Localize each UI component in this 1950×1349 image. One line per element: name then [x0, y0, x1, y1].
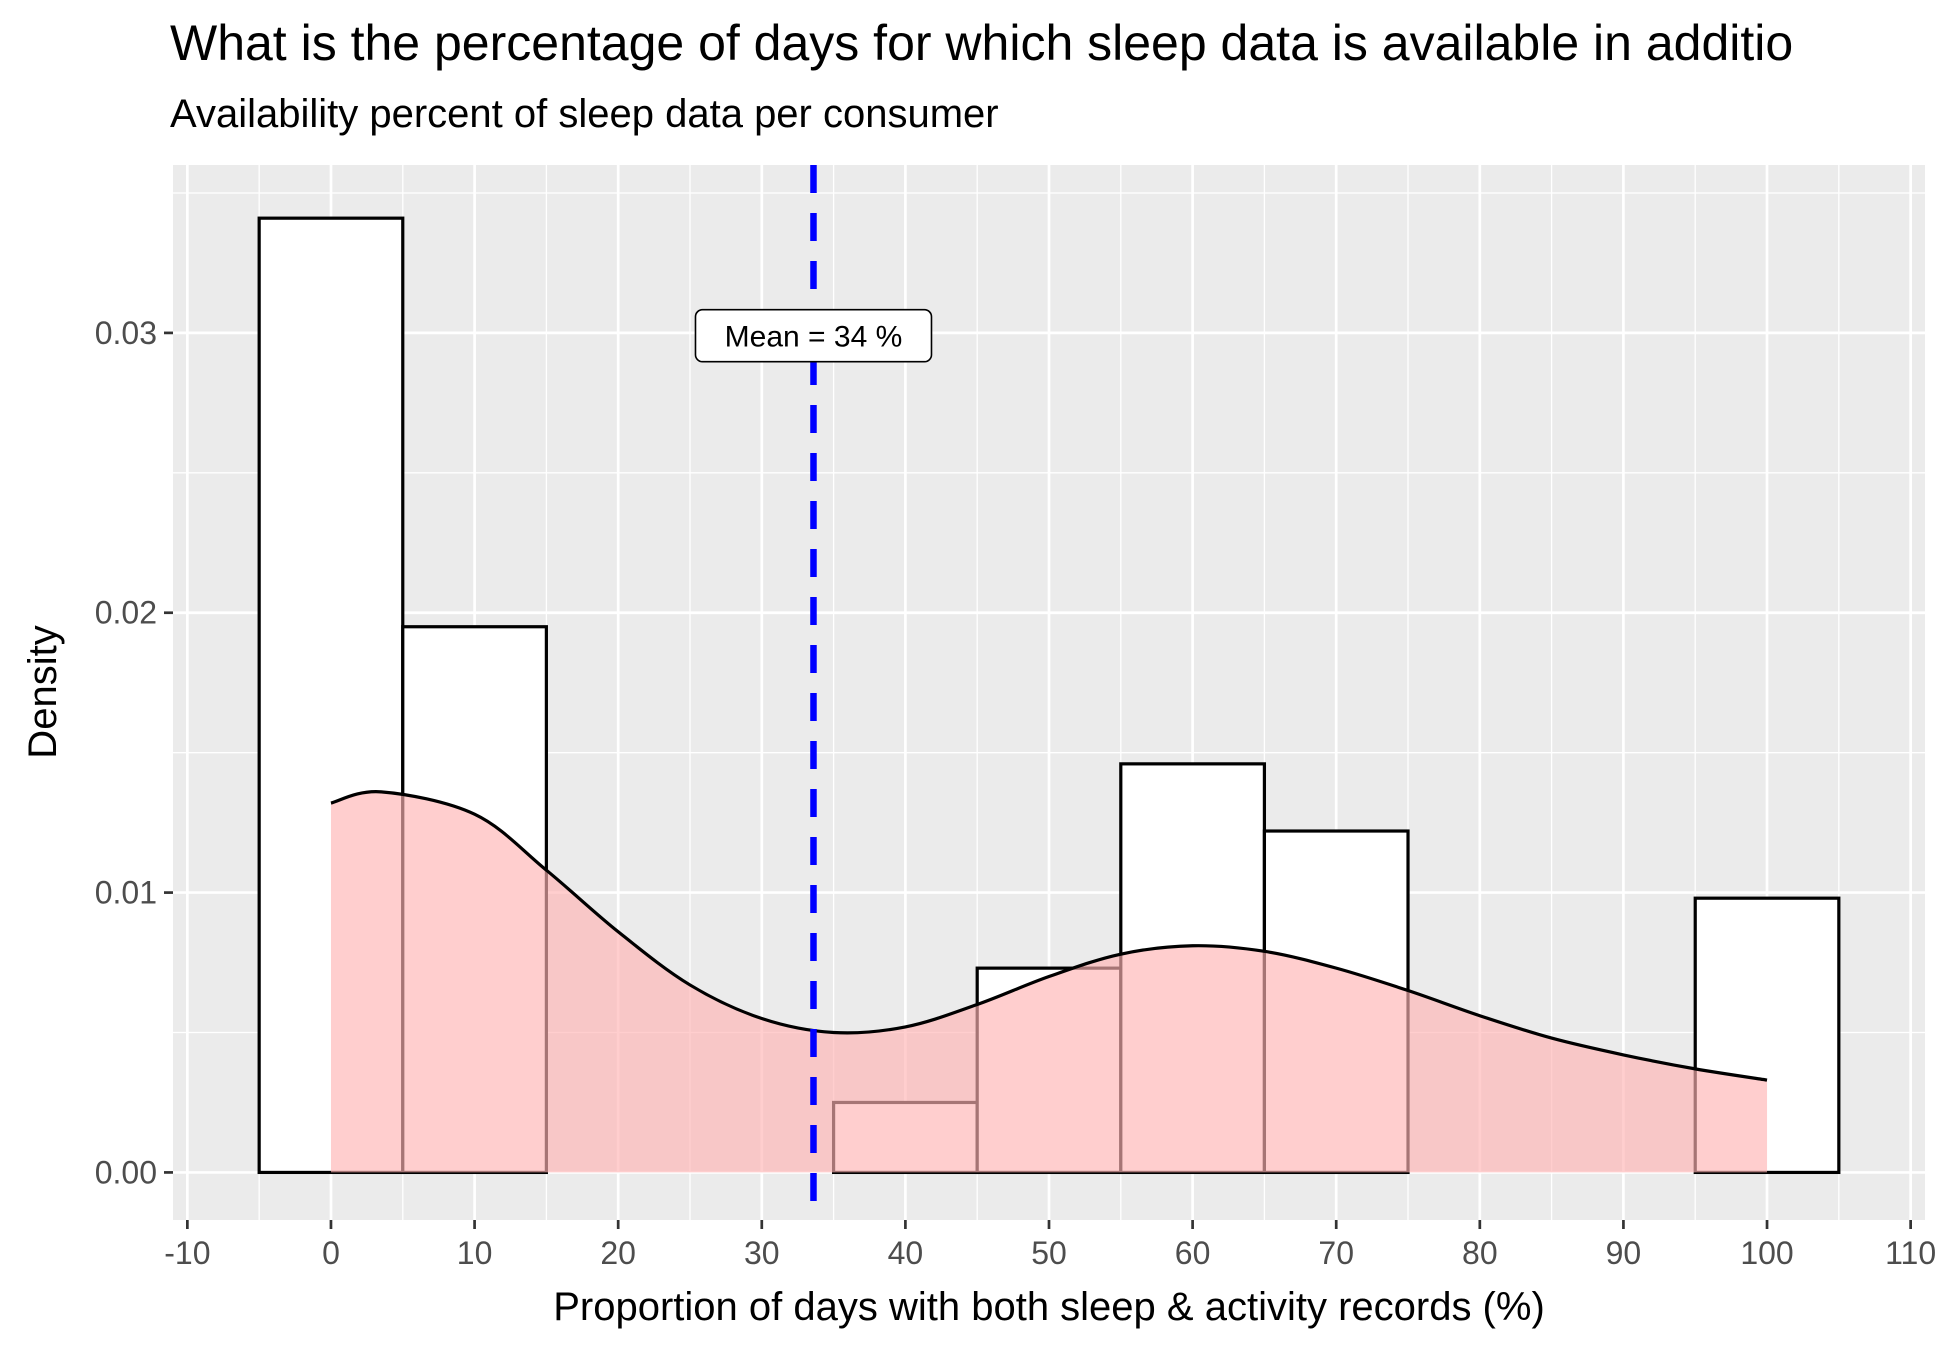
y-tick-label: 0.02 — [95, 595, 157, 631]
x-tick-label: 60 — [1175, 1235, 1211, 1271]
mean-label: Mean = 34 % — [725, 321, 903, 354]
x-tick-label: 90 — [1606, 1235, 1642, 1271]
x-axis-title: Proportion of days with both sleep & act… — [553, 1285, 1545, 1329]
density-layer — [330, 790, 1768, 1173]
y-axis: 0.00 0.01 0.02 0.03 — [95, 315, 173, 1190]
y-tick-label: 0.00 — [95, 1154, 157, 1190]
x-tick-label: 0 — [322, 1235, 340, 1271]
x-tick-label: -10 — [164, 1235, 210, 1271]
chart-subtitle: Availability percent of sleep data per c… — [170, 92, 999, 136]
x-tick-label: 50 — [1031, 1235, 1067, 1271]
x-tick-label: 30 — [744, 1235, 780, 1271]
density-area — [330, 791, 1768, 1173]
chart-title: What is the percentage of days for which… — [170, 15, 1794, 71]
y-tick-label: 0.03 — [95, 315, 157, 351]
y-tick-label: 0.01 — [95, 875, 157, 911]
y-axis-title: Density — [21, 625, 65, 758]
x-tick-label: 20 — [600, 1235, 636, 1271]
mean-label-box — [694, 308, 933, 363]
density-curve — [330, 790, 1768, 1082]
x-axis: -10 0 10 20 30 40 50 60 70 80 90 100 110 — [164, 1220, 1936, 1271]
x-tick-label: 110 — [1885, 1235, 1936, 1271]
x-tick-label: 80 — [1462, 1235, 1498, 1271]
x-tick-label: 40 — [888, 1235, 924, 1271]
x-tick-label: 70 — [1318, 1235, 1354, 1271]
mean-layer: Mean = 34 % — [694, 165, 933, 1220]
x-tick-label: 10 — [457, 1235, 493, 1271]
x-tick-label: 100 — [1740, 1235, 1793, 1271]
